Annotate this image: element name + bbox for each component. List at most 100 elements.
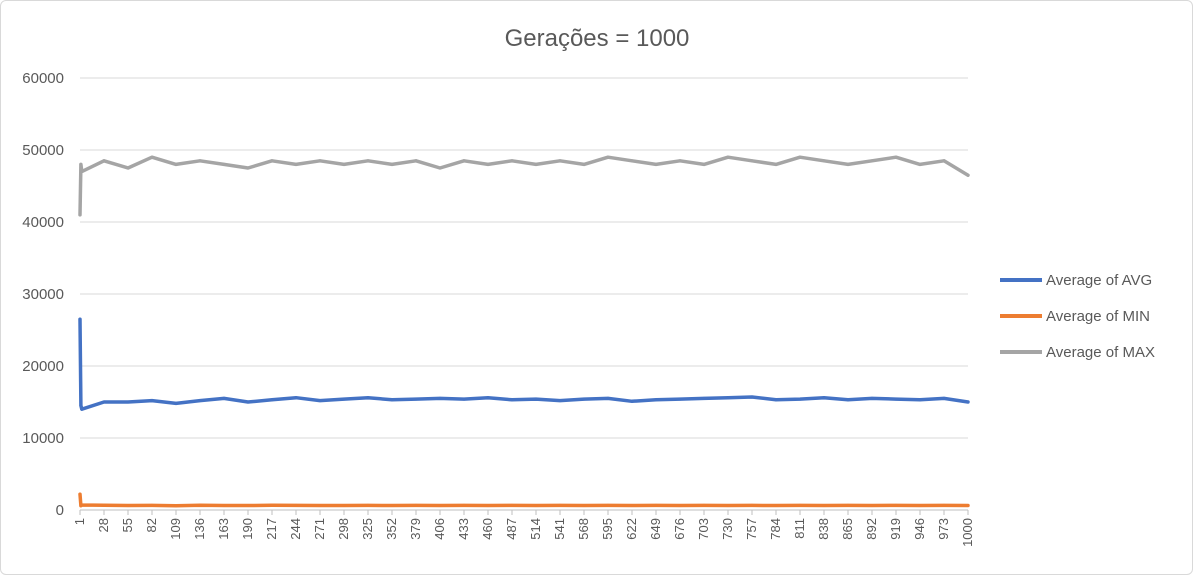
y-tick-label: 50000 [22,142,64,159]
data-point [150,155,154,159]
x-tick-label: 433 [456,518,471,540]
data-point [294,162,298,166]
data-point [750,395,754,399]
data-point [678,159,682,163]
data-point [702,503,706,507]
x-tick-label: 217 [264,518,279,540]
data-point [270,503,274,507]
data-point [750,159,754,163]
x-tick-label: 541 [552,518,567,540]
data-point [174,162,178,166]
data-point [678,503,682,507]
series-line [78,155,970,217]
data-point [462,503,466,507]
series-line [78,492,970,508]
data-point [462,397,466,401]
data-point [558,399,562,403]
data-point [894,503,898,507]
data-point [510,159,514,163]
data-point [582,503,586,507]
series-line [78,317,970,411]
x-tick-label: 1000 [960,518,975,547]
data-point [80,170,84,174]
data-point [150,399,154,403]
x-tick-label: 109 [168,518,183,540]
x-tick-label: 703 [696,518,711,540]
data-point [966,503,970,507]
data-point [846,503,850,507]
x-tick-label: 676 [672,518,687,540]
data-point [654,503,658,507]
data-point [342,397,346,401]
data-point [726,155,730,159]
x-tick-label: 487 [504,518,519,540]
data-point [414,159,418,163]
data-point [126,400,130,404]
data-point [366,396,370,400]
x-tick-label: 568 [576,518,591,540]
x-tick-label: 460 [480,518,495,540]
data-point [702,396,706,400]
data-point [846,398,850,402]
x-tick-label: 298 [336,518,351,540]
x-tick-label: 1 [72,518,87,525]
data-point [414,503,418,507]
data-point [654,162,658,166]
x-tick-label: 55 [120,518,135,532]
data-point [966,400,970,404]
legend-label: Average of MIN [1046,308,1150,325]
y-tick-label: 0 [56,502,64,519]
data-point [630,503,634,507]
data-point [918,162,922,166]
data-point [606,396,610,400]
data-point [246,166,250,170]
data-point [80,503,84,507]
data-point [294,503,298,507]
data-point [558,503,562,507]
x-tick-label: 406 [432,518,447,540]
y-tick-label: 60000 [22,70,64,87]
data-point [270,159,274,163]
data-point [318,504,322,508]
data-point [870,396,874,400]
data-point [102,503,106,507]
data-point [126,166,130,170]
data-point [630,159,634,163]
x-tick-label: 757 [744,518,759,540]
data-point [798,397,802,401]
x-tick-label: 838 [816,518,831,540]
data-point [78,213,82,217]
data-point [462,159,466,163]
data-point [942,396,946,400]
data-point [246,504,250,508]
x-tick-label: 136 [192,518,207,540]
data-point [702,162,706,166]
data-point [534,397,538,401]
data-point [798,155,802,159]
x-tick-label: 325 [360,518,375,540]
data-point [318,159,322,163]
data-point [846,162,850,166]
data-point [894,397,898,401]
data-point [222,162,226,166]
data-point [294,396,298,400]
data-point [942,159,946,163]
data-point [870,159,874,163]
data-point [534,162,538,166]
data-point [174,504,178,508]
data-point [78,317,82,321]
chart-title: Gerações = 1000 [505,25,690,52]
x-tick-label: 379 [408,518,423,540]
data-point [222,503,226,507]
x-tick-label: 514 [528,518,543,540]
data-point [966,173,970,177]
data-point [102,159,106,163]
data-point [822,396,826,400]
x-tick-label: 973 [936,518,951,540]
data-point [798,503,802,507]
data-point [366,503,370,507]
y-tick-label: 20000 [22,358,64,375]
data-point [366,159,370,163]
